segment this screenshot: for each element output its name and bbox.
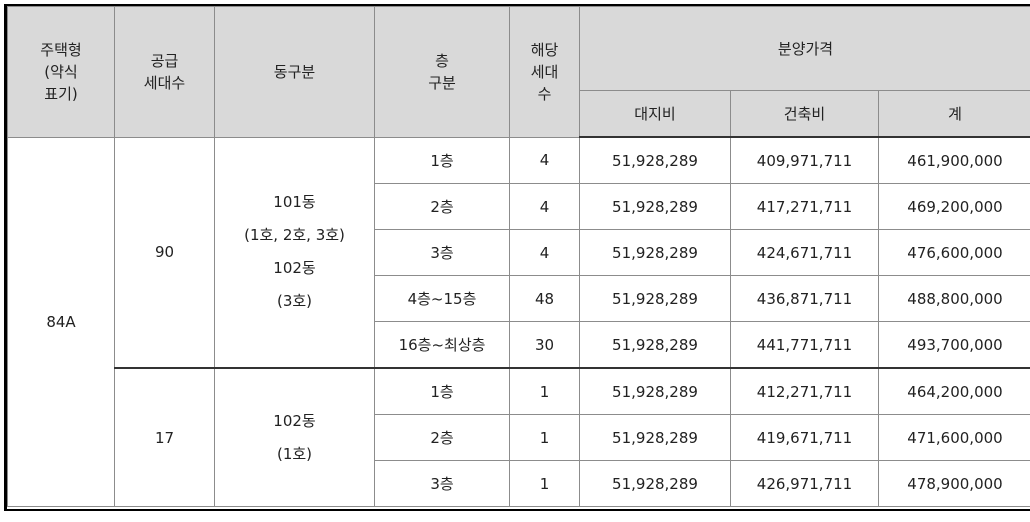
land-cost-cell: 51,928,289	[579, 367, 731, 415]
header-land-cost: 대지비	[579, 90, 731, 138]
floor-cell: 1층	[374, 367, 510, 415]
header-units: 해당 세대 수	[509, 6, 580, 138]
header-supply-units: 공급 세대수	[114, 6, 215, 138]
header-dong: 동구분	[214, 6, 375, 138]
total-cell: 461,900,000	[878, 136, 1030, 184]
land-cost-cell: 51,928,289	[579, 275, 731, 322]
units-cell: 30	[509, 321, 580, 369]
floor-cell: 2층	[374, 414, 510, 461]
units-cell: 1	[509, 460, 580, 507]
dong-cell: 102동 (1호)	[214, 367, 375, 507]
units-cell: 4	[509, 136, 580, 184]
land-cost-cell: 51,928,289	[579, 321, 731, 369]
header-total: 계	[878, 90, 1030, 138]
land-cost-cell: 51,928,289	[579, 136, 731, 184]
total-cell: 488,800,000	[878, 275, 1030, 322]
land-cost-cell: 51,928,289	[579, 229, 731, 276]
header-building-cost: 건축비	[730, 90, 879, 138]
sale-price-table: 주택형 (약식 표기) 공급 세대수 동구분 층 구분 해당 세대 수 분양가격…	[7, 6, 1030, 507]
floor-cell: 3층	[374, 460, 510, 507]
units-cell: 4	[509, 229, 580, 276]
building-cost-cell: 419,671,711	[730, 414, 879, 461]
header-floor: 층 구분	[374, 6, 510, 138]
building-cost-cell: 417,271,711	[730, 183, 879, 230]
building-cost-cell: 424,671,711	[730, 229, 879, 276]
total-cell: 464,200,000	[878, 367, 1030, 415]
total-cell: 478,900,000	[878, 460, 1030, 507]
land-cost-cell: 51,928,289	[579, 414, 731, 461]
header-housing-type: 주택형 (약식 표기)	[7, 6, 115, 138]
units-cell: 1	[509, 414, 580, 461]
building-cost-cell: 441,771,711	[730, 321, 879, 369]
floor-cell: 4층~15층	[374, 275, 510, 322]
units-cell: 1	[509, 367, 580, 415]
supply-units-cell: 17	[114, 367, 215, 507]
header-sale-price: 분양가격	[579, 6, 1030, 91]
land-cost-cell: 51,928,289	[579, 460, 731, 507]
housing-type-cell: 84A	[7, 136, 115, 507]
building-cost-cell: 436,871,711	[730, 275, 879, 322]
units-cell: 4	[509, 183, 580, 230]
total-cell: 493,700,000	[878, 321, 1030, 369]
floor-cell: 2층	[374, 183, 510, 230]
land-cost-cell: 51,928,289	[579, 183, 731, 230]
total-cell: 469,200,000	[878, 183, 1030, 230]
total-cell: 471,600,000	[878, 414, 1030, 461]
building-cost-cell: 426,971,711	[730, 460, 879, 507]
supply-units-cell: 90	[114, 136, 215, 369]
floor-cell: 1층	[374, 136, 510, 184]
building-cost-cell: 412,271,711	[730, 367, 879, 415]
floor-cell: 3층	[374, 229, 510, 276]
dong-cell: 101동 (1호, 2호, 3호) 102동 (3호)	[214, 136, 375, 369]
price-table-frame: 주택형 (약식 표기) 공급 세대수 동구분 층 구분 해당 세대 수 분양가격…	[4, 4, 1030, 511]
floor-cell: 16층~최상층	[374, 321, 510, 369]
total-cell: 476,600,000	[878, 229, 1030, 276]
building-cost-cell: 409,971,711	[730, 136, 879, 184]
units-cell: 48	[509, 275, 580, 322]
